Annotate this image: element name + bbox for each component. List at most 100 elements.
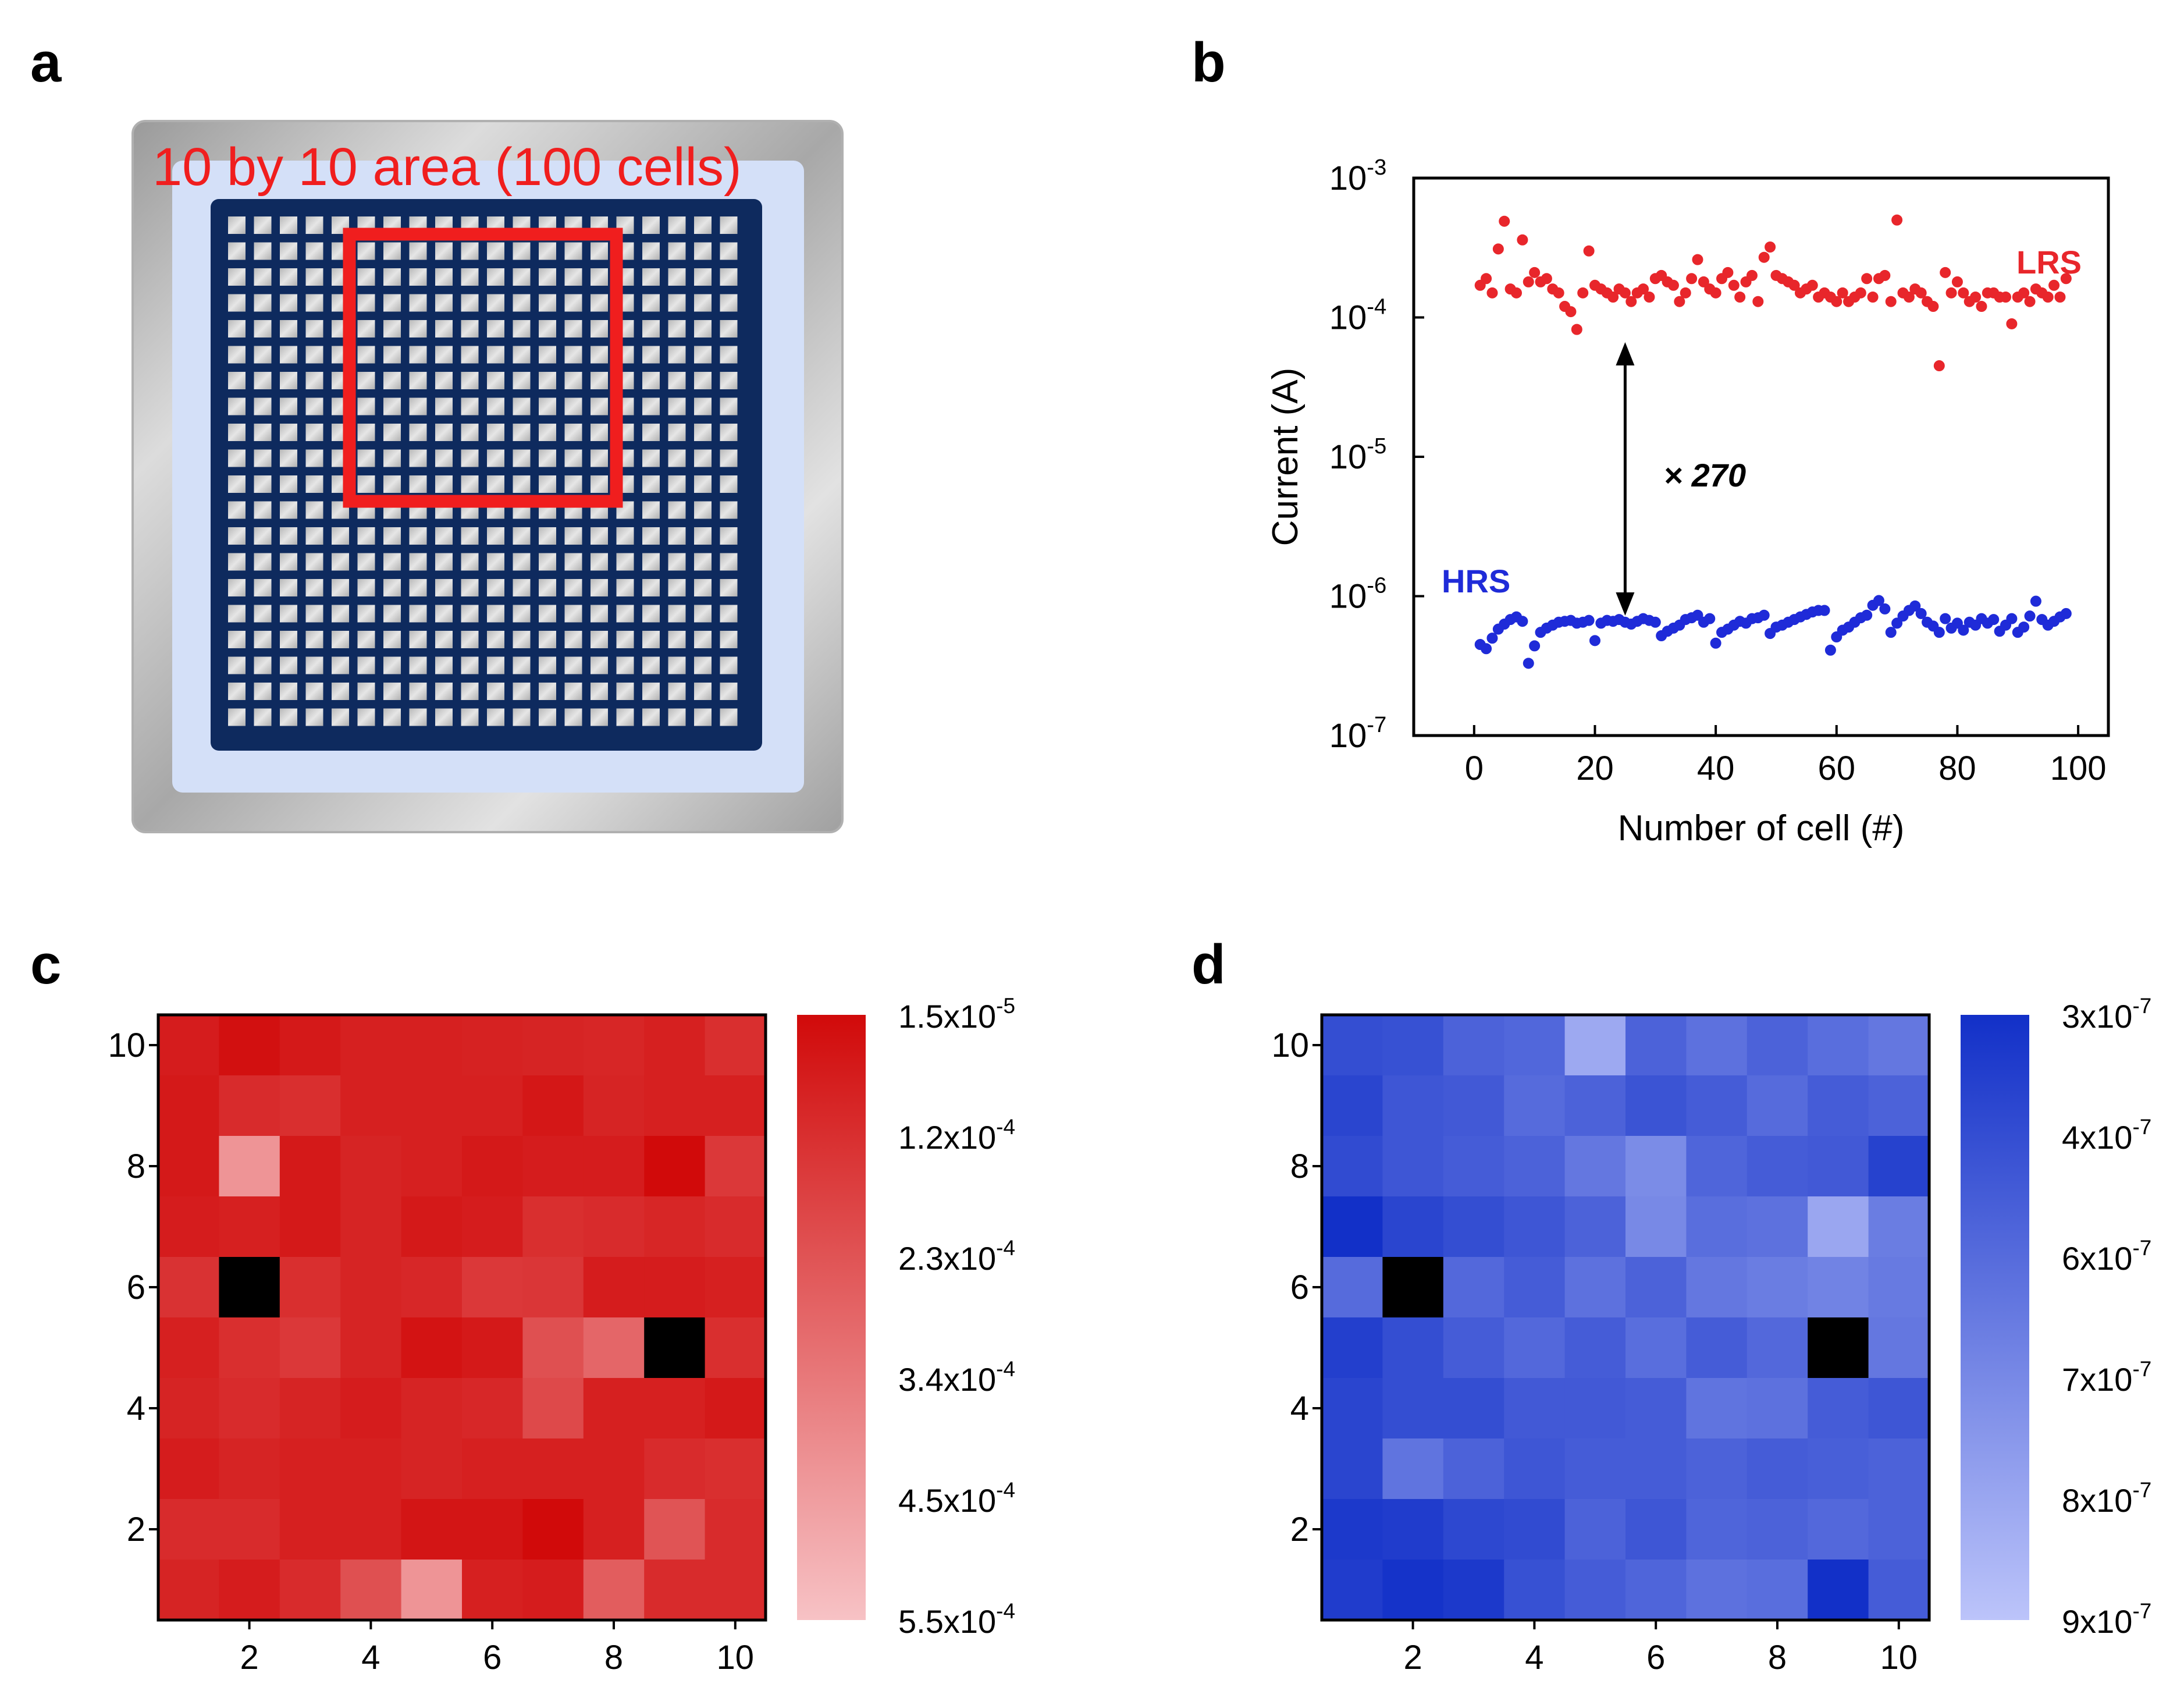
heatmap-cell bbox=[1808, 1196, 1869, 1258]
heatmap-cell bbox=[1808, 1560, 1869, 1621]
memory-cell bbox=[254, 708, 272, 726]
heatmap-cell bbox=[279, 1257, 341, 1318]
memory-cell bbox=[591, 320, 608, 338]
lrs-point bbox=[1970, 292, 1982, 303]
lrs-point bbox=[1722, 267, 1734, 278]
heatmap-cell bbox=[644, 1499, 706, 1560]
memory-cell bbox=[409, 346, 427, 364]
memory-cell bbox=[357, 708, 375, 726]
memory-cell bbox=[254, 501, 272, 519]
memory-cell bbox=[539, 449, 556, 467]
heatmap-cell bbox=[1322, 1136, 1383, 1197]
memory-cell bbox=[254, 424, 272, 441]
heatmap-cell bbox=[1686, 1196, 1748, 1258]
memory-cell bbox=[513, 656, 531, 674]
memory-cell bbox=[591, 242, 608, 260]
memory-cell bbox=[305, 346, 323, 364]
lrs-point bbox=[2000, 292, 2011, 303]
memory-cell bbox=[694, 449, 712, 467]
heatmap-cell bbox=[644, 1438, 706, 1500]
memory-cell bbox=[642, 579, 660, 596]
heatmap-y-tick-label: 10 bbox=[1271, 1026, 1309, 1064]
memory-cell bbox=[668, 656, 686, 674]
memory-cell bbox=[642, 216, 660, 234]
memory-cell bbox=[409, 242, 427, 260]
memory-cell bbox=[564, 631, 582, 648]
heatmap-cell bbox=[522, 1196, 584, 1258]
colorbar-label: 6x10-7 bbox=[2062, 1236, 2151, 1277]
memory-cell bbox=[668, 579, 686, 596]
heatmap-cell bbox=[1808, 1438, 1869, 1500]
memory-cell bbox=[487, 553, 504, 571]
heatmap-cell bbox=[583, 1257, 645, 1318]
memory-cell bbox=[409, 631, 427, 648]
memory-cell bbox=[383, 320, 401, 338]
heatmap-cell bbox=[1382, 1015, 1444, 1076]
heatmap-cell bbox=[1564, 1136, 1626, 1197]
lrs-point bbox=[1674, 296, 1685, 307]
heatmap-cell bbox=[1564, 1015, 1626, 1076]
memory-cell bbox=[435, 579, 453, 596]
hrs-point bbox=[1583, 614, 1595, 626]
memory-cell bbox=[280, 449, 297, 467]
heatmap-cell bbox=[279, 1560, 341, 1621]
memory-cell bbox=[513, 683, 531, 700]
memory-cell bbox=[254, 346, 272, 364]
memory-cell bbox=[409, 424, 427, 441]
memory-cell bbox=[720, 605, 738, 623]
memory-cell bbox=[539, 527, 556, 545]
heatmap-cell bbox=[158, 1257, 219, 1318]
memory-cell bbox=[332, 579, 349, 596]
memory-cell bbox=[254, 449, 272, 467]
memory-cell bbox=[383, 242, 401, 260]
colorbar-label-base: 6x10 bbox=[2062, 1240, 2132, 1277]
heatmap-cell bbox=[1382, 1136, 1444, 1197]
memory-cell bbox=[694, 579, 712, 596]
memory-cell bbox=[357, 320, 375, 338]
heatmap-cell bbox=[1564, 1499, 1626, 1560]
hrs-point bbox=[2018, 621, 2030, 633]
x-tick-label: 80 bbox=[1938, 750, 1976, 787]
heatmap-cell bbox=[1382, 1499, 1444, 1560]
memory-cell bbox=[487, 268, 504, 286]
heatmap-cell bbox=[340, 1378, 402, 1439]
memory-cell bbox=[435, 294, 453, 312]
memory-cell bbox=[539, 631, 556, 648]
colorbar-label-base: 9x10 bbox=[2062, 1603, 2132, 1640]
memory-cell bbox=[564, 449, 582, 467]
area-label: 10 by 10 area (100 cells) bbox=[152, 137, 742, 197]
memory-cell bbox=[513, 268, 531, 286]
memory-cell bbox=[409, 475, 427, 493]
hrs-point bbox=[1481, 643, 1492, 655]
heatmap-cell bbox=[522, 1075, 584, 1136]
memory-cell bbox=[228, 268, 246, 286]
heatmap-cell bbox=[219, 1378, 280, 1439]
lrs-point bbox=[1788, 279, 1800, 291]
memory-cell bbox=[409, 553, 427, 571]
ratio-arrow-head-down bbox=[1616, 592, 1635, 616]
memory-cell bbox=[409, 527, 427, 545]
memory-cell bbox=[720, 397, 738, 415]
heatmap-cell bbox=[1443, 1560, 1504, 1621]
heatmap-x-tick-label: 6 bbox=[483, 1639, 501, 1676]
memory-cell bbox=[513, 346, 531, 364]
heatmap-cell bbox=[1625, 1560, 1687, 1621]
heatmap-y-tick-label: 10 bbox=[108, 1026, 145, 1064]
lrs-point bbox=[1758, 251, 1770, 263]
memory-cell bbox=[720, 320, 738, 338]
memory-cell bbox=[539, 268, 556, 286]
memory-cell bbox=[332, 708, 349, 726]
memory-cell bbox=[228, 553, 246, 571]
hrs-point bbox=[2060, 608, 2072, 619]
series-hrs bbox=[1474, 595, 2072, 669]
hrs-point bbox=[1891, 617, 1903, 629]
memory-cell bbox=[642, 242, 660, 260]
hrs-point bbox=[2030, 595, 2041, 607]
heatmap-cell bbox=[1747, 1378, 1808, 1439]
panel-letter-d: d bbox=[1191, 933, 1226, 996]
memory-cell bbox=[228, 501, 246, 519]
heatmap-cell bbox=[219, 1075, 280, 1136]
memory-cell bbox=[332, 631, 349, 648]
memory-cell bbox=[539, 320, 556, 338]
lrs-point bbox=[1607, 292, 1619, 303]
